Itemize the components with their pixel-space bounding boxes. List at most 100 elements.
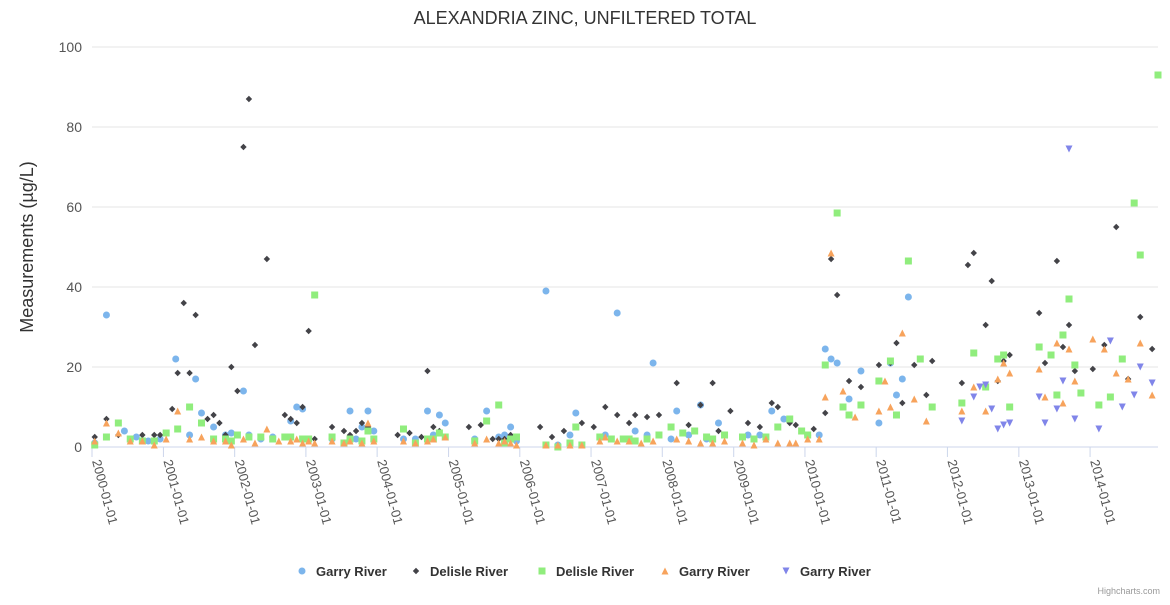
data-point [982, 407, 990, 415]
y-tick-label: 80 [66, 119, 82, 135]
data-point [483, 417, 491, 425]
y-tick-label: 0 [74, 439, 82, 455]
data-point [156, 431, 164, 439]
legend-label: Delisle River [430, 564, 508, 579]
data-point [370, 437, 378, 445]
data-point [851, 413, 859, 421]
legend: Garry River Delisle River Delisle River Gar… [298, 564, 871, 579]
data-point [1053, 257, 1061, 265]
data-point [625, 437, 633, 445]
data-point [1006, 403, 1014, 411]
legend-item[interactable]: Delisle River [538, 564, 635, 579]
data-point [430, 423, 437, 431]
data-point [269, 435, 277, 443]
data-point [673, 407, 681, 415]
data-point [305, 437, 313, 445]
data-point [150, 437, 158, 445]
credits-link[interactable]: Highcharts.com [1097, 586, 1160, 596]
data-point [411, 439, 419, 447]
data-point [804, 435, 812, 443]
data-point [821, 393, 829, 401]
data-point [810, 425, 817, 433]
data-point [898, 329, 906, 337]
legend-item[interactable]: Garry River [298, 564, 387, 579]
data-point [399, 437, 407, 445]
legend-label: Garry River [800, 564, 871, 579]
data-point [507, 423, 515, 431]
data-point [233, 431, 241, 439]
data-point [691, 427, 699, 435]
data-point [578, 419, 586, 427]
data-point [572, 409, 580, 417]
data-point [1041, 419, 1049, 427]
data-point [483, 407, 491, 415]
legend-item[interactable]: Garry River [661, 564, 750, 579]
data-point [1112, 369, 1120, 377]
data-point [845, 411, 853, 419]
data-point [328, 433, 336, 441]
data-point [667, 435, 675, 443]
data-point [364, 427, 372, 435]
data-point [156, 435, 164, 443]
data-point [162, 435, 170, 443]
data-point [370, 427, 378, 435]
data-point [328, 423, 336, 431]
data-point [169, 405, 176, 413]
data-point [714, 419, 722, 427]
data-point [792, 421, 799, 429]
data-point [1035, 365, 1043, 373]
data-point [839, 403, 847, 411]
data-point [1130, 199, 1138, 207]
data-point [875, 361, 883, 369]
data-point [240, 143, 247, 151]
data-point [560, 427, 568, 435]
data-point [833, 209, 841, 217]
plot-area [91, 71, 1162, 451]
data-point [988, 277, 995, 285]
data-point [186, 431, 194, 439]
data-point [655, 431, 663, 439]
data-point [299, 439, 307, 447]
data-point [875, 419, 883, 427]
data-point [804, 431, 812, 439]
data-point [601, 433, 609, 441]
data-point [1071, 415, 1079, 423]
data-point [911, 361, 918, 369]
data-point [845, 377, 853, 385]
data-point [364, 407, 372, 415]
legend-symbol [538, 567, 546, 575]
y-tick-label: 40 [66, 279, 82, 295]
data-point [685, 431, 693, 439]
data-point [228, 363, 235, 371]
legend-item[interactable]: Delisle River [412, 564, 508, 579]
data-point [697, 401, 704, 409]
data-point [875, 407, 883, 415]
data-point [1006, 419, 1014, 427]
data-point [406, 429, 413, 437]
data-point [210, 411, 217, 419]
data-point [197, 433, 205, 441]
data-point [340, 427, 348, 435]
data-point [898, 375, 906, 383]
data-point [423, 437, 431, 445]
data-point [293, 403, 301, 411]
data-point [174, 369, 181, 377]
data-point [607, 435, 615, 443]
data-point [679, 429, 687, 437]
data-point [923, 391, 930, 399]
data-point [892, 391, 900, 399]
data-point [786, 415, 794, 423]
data-point [1000, 359, 1008, 367]
data-point [263, 425, 271, 433]
data-point [738, 433, 746, 441]
data-point [786, 439, 794, 447]
data-point [293, 419, 300, 427]
data-point [619, 435, 627, 443]
data-point [625, 419, 633, 427]
legend-item[interactable]: Garry River [782, 564, 871, 579]
data-point [358, 423, 366, 431]
data-point [222, 431, 229, 439]
data-point [827, 355, 835, 363]
